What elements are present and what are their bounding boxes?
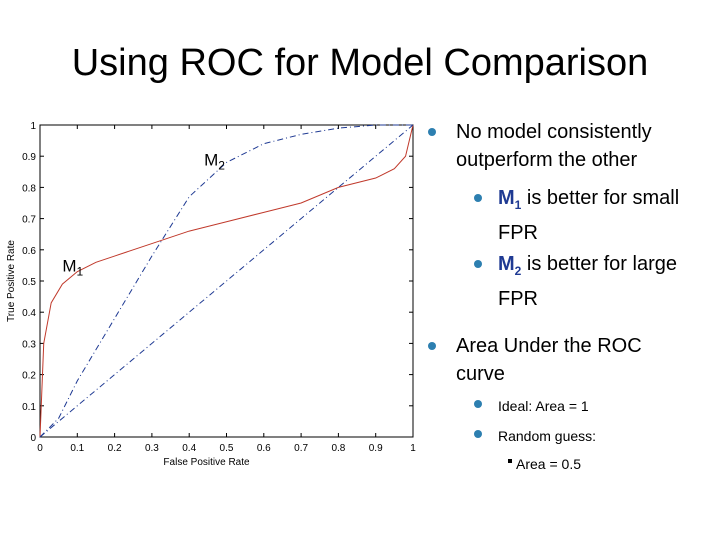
x-tick-label: 0: [37, 443, 43, 454]
bullet-dot-1: [428, 128, 436, 136]
roc-chart: 0 0.1 0.2 0.3 0.4 0.5 0.6 0.7 0.8 0.9 1 0 0.1 0.2 0.3 0…: [6, 121, 416, 468]
y-tick-label: 0.5: [22, 277, 36, 288]
bullet-dot-2a: [474, 400, 482, 408]
bullet-dot-1b: [474, 260, 482, 268]
annotation-m1: M1: [62, 257, 83, 279]
y-tick-label: 0.2: [22, 371, 36, 382]
x-tick-label: 1: [410, 443, 416, 454]
bullet-dot-2b: [474, 430, 482, 438]
x-tick-label: 0.5: [220, 443, 234, 454]
y-tick-label: 0.3: [22, 339, 36, 350]
x-tick-label: 0.3: [145, 443, 159, 454]
m1-label: M1: [498, 187, 522, 212]
x-tick-label: 0.4: [182, 443, 196, 454]
series-line-m1: [39, 124, 414, 438]
bullet-auc: Area Under the ROC curve: [456, 335, 642, 385]
x-tick-label: 0.2: [108, 443, 122, 454]
series-line-m2: [39, 124, 413, 438]
bullet-m1: M1 is better for small FPR: [498, 187, 680, 244]
y-tick-label: 0.4: [22, 308, 36, 319]
bullet-random-area: Area = 0.5: [516, 456, 581, 472]
bullet-no-model: No model consistently outperform the oth…: [456, 121, 652, 171]
x-tick-label: 0.1: [70, 443, 84, 454]
y-tick-label: 1: [30, 121, 36, 132]
x-tick-label: 0.7: [294, 443, 308, 454]
annotation-m2: M2: [204, 151, 225, 173]
y-tick-label: 0: [30, 433, 36, 444]
bullet-dot-2: [428, 342, 436, 350]
m2-label: M2: [498, 253, 522, 278]
slide-title: Using ROC for Model Comparison: [71, 42, 649, 84]
x-tick-label: 0.8: [331, 443, 345, 454]
bullet-dot-1a: [474, 194, 482, 202]
y-tick-label: 0.6: [22, 246, 36, 257]
x-tick-label: 0.6: [257, 443, 271, 454]
bullet-square-2b1: [508, 459, 512, 463]
series-line-random: [39, 124, 414, 438]
y-axis-label: True Positive Rate: [6, 240, 17, 322]
y-tick-label: 0.1: [22, 402, 36, 413]
bullet-m2: M2 is better for large FPR: [498, 253, 677, 310]
y-tick-label: 0.7: [22, 215, 36, 226]
y-tick-label: 0.8: [22, 183, 36, 194]
x-tick-label: 0.9: [369, 443, 383, 454]
y-tick-label: 0.9: [22, 152, 36, 163]
bullet-ideal: Ideal: Area = 1: [498, 398, 589, 414]
x-axis-label: False Positive Rate: [163, 457, 250, 468]
bullet-random: Random guess:: [498, 428, 597, 444]
